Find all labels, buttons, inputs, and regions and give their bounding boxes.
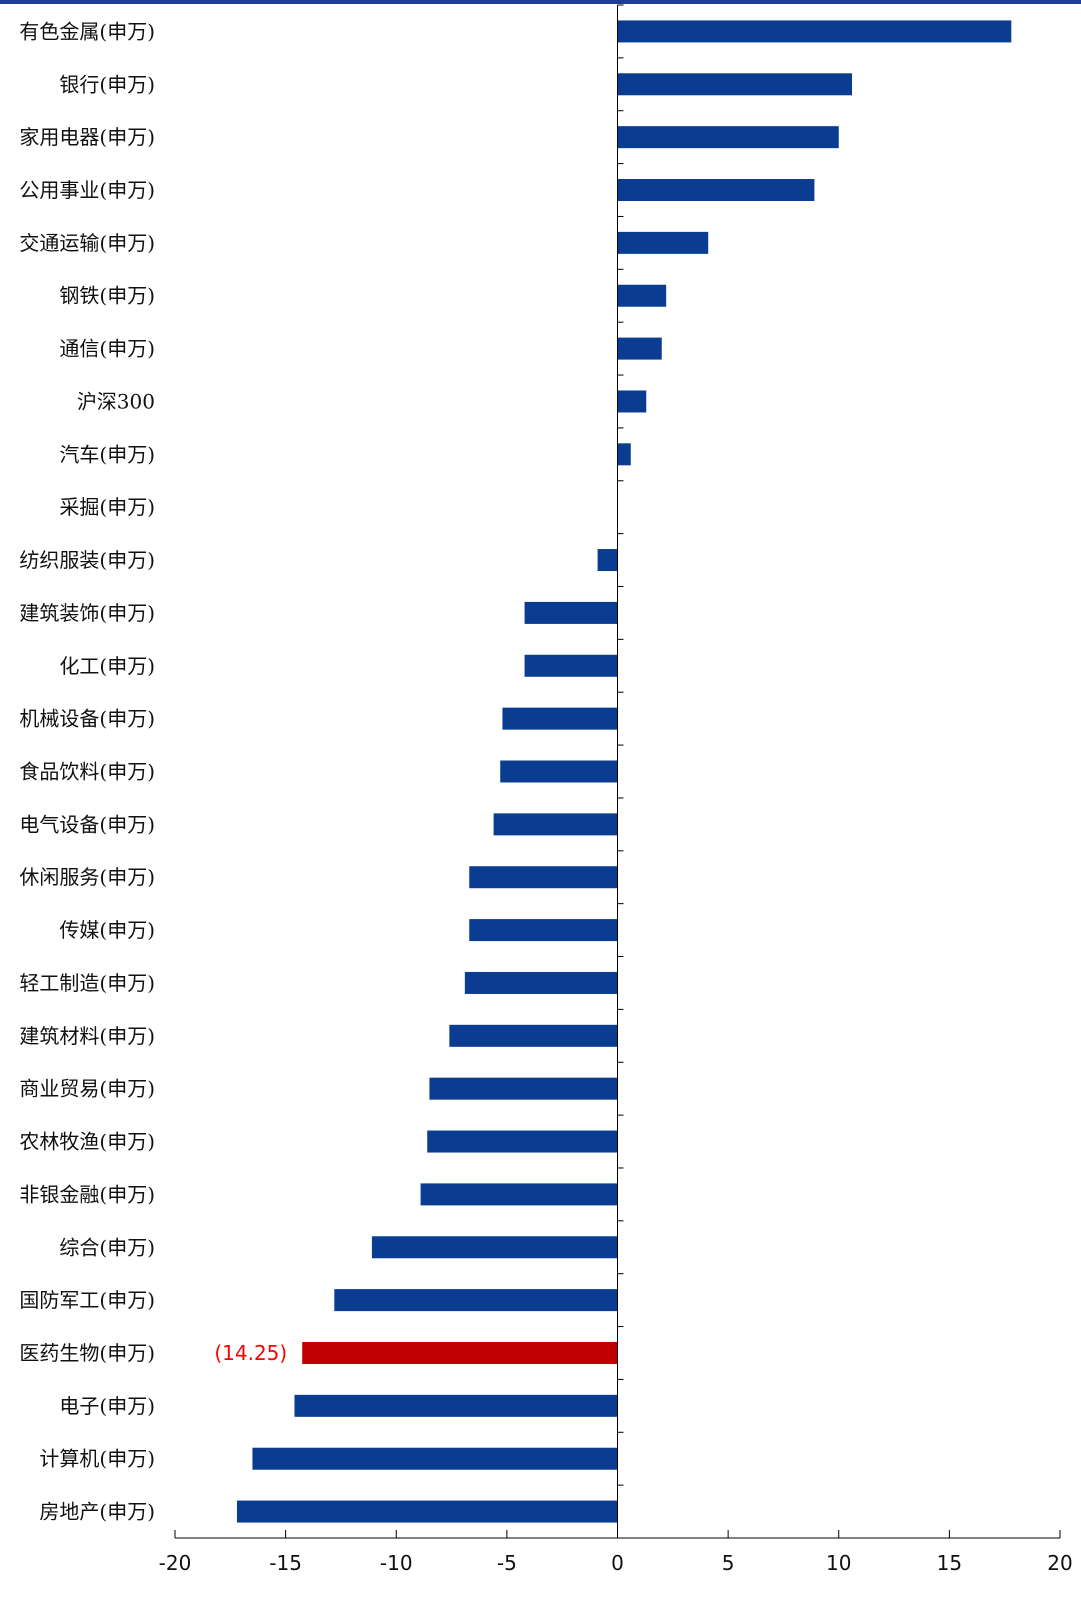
x-tick-label-7: 15: [937, 1551, 962, 1575]
category-label-3: 公用事业(申万): [19, 178, 155, 202]
bar-10: [597, 549, 618, 572]
bar-16: [469, 866, 618, 889]
category-label-24: 国防军工(申万): [19, 1288, 155, 1312]
category-label-11: 建筑装饰(申万): [19, 601, 155, 625]
x-tick-label-5: 5: [722, 1551, 735, 1575]
x-tick-label-3: -5: [497, 1551, 517, 1575]
category-labels: 有色金属(申万) 银行(申万) 家用电器(申万) 公用事业(申万) 交通运输(申万) 钢铁…: [19, 19, 155, 1523]
category-label-22: 非银金融(申万): [19, 1182, 155, 1206]
bar-14: [500, 760, 618, 783]
x-tick-label-0: -20: [159, 1551, 192, 1575]
bar-1: [617, 73, 853, 96]
bar-21: [427, 1130, 618, 1153]
bar-6: [617, 337, 662, 360]
category-label-15: 电气设备(申万): [19, 812, 155, 836]
category-label-0: 有色金属(申万): [19, 19, 155, 43]
bar-5: [617, 284, 667, 307]
category-label-19: 建筑材料(申万): [19, 1024, 155, 1048]
x-tick-label-8: 20: [1047, 1551, 1072, 1575]
bar-7: [617, 390, 647, 413]
category-label-18: 轻工制造(申万): [19, 971, 155, 995]
category-label-5: 钢铁(申万): [59, 284, 155, 308]
category-label-23: 综合(申万): [59, 1235, 155, 1259]
bar-2: [617, 126, 839, 149]
bar-20: [429, 1077, 618, 1100]
category-label-21: 农林牧渔(申万): [19, 1130, 155, 1154]
category-label-27: 计算机(申万): [39, 1447, 155, 1471]
category-label-20: 商业贸易(申万): [19, 1077, 155, 1101]
bar-19: [449, 1024, 618, 1047]
bar-23: [371, 1236, 618, 1259]
x-axis: -20 -15 -10 -5 0 5 10 15 20: [159, 1530, 1073, 1575]
x-tick-label-6: 10: [826, 1551, 851, 1575]
bar-17: [469, 919, 618, 942]
category-label-10: 纺织服装(申万): [19, 548, 155, 572]
bar-4: [617, 231, 709, 254]
annotations: (14.25): [214, 1341, 287, 1365]
category-label-16: 休闲服务(申万): [19, 865, 155, 889]
category-label-1: 银行(申万): [59, 72, 155, 96]
category-label-6: 通信(申万): [59, 337, 155, 361]
zero-axis: [617, 4, 624, 1539]
bar-25: [302, 1341, 618, 1364]
category-label-7: 沪深300: [77, 389, 155, 413]
bar-26: [294, 1394, 618, 1417]
bars-group: [236, 20, 1012, 1523]
bar-8: [617, 443, 631, 466]
bar-13: [502, 707, 618, 730]
category-label-26: 电子(申万): [59, 1394, 155, 1418]
category-label-13: 机械设备(申万): [19, 707, 155, 731]
x-tick-label-2: -10: [380, 1551, 413, 1575]
bar-3: [617, 179, 815, 202]
category-label-8: 汽车(申万): [59, 442, 155, 466]
highlight-data-label: (14.25): [214, 1341, 287, 1365]
category-label-14: 食品饮料(申万): [19, 760, 155, 784]
category-label-4: 交通运输(申万): [19, 231, 155, 255]
bar-18: [464, 971, 618, 994]
category-label-9: 采掘(申万): [59, 495, 155, 519]
category-label-28: 房地产(申万): [39, 1500, 155, 1524]
bar-27: [252, 1447, 618, 1470]
bar-24: [334, 1289, 618, 1312]
category-label-12: 化工(申万): [59, 654, 155, 678]
bar-22: [420, 1183, 618, 1206]
category-label-2: 家用电器(申万): [19, 125, 155, 149]
top-rule: [0, 0, 1081, 4]
bar-0: [617, 20, 1012, 43]
x-tick-label-4: 0: [611, 1551, 624, 1575]
bar-12: [524, 654, 618, 677]
bar-15: [493, 813, 618, 836]
bar-11: [524, 601, 618, 624]
bar-28: [236, 1500, 618, 1523]
x-tick-label-1: -15: [269, 1551, 302, 1575]
category-label-17: 传媒(申万): [59, 918, 155, 942]
category-label-25: 医药生物(申万): [19, 1341, 155, 1365]
